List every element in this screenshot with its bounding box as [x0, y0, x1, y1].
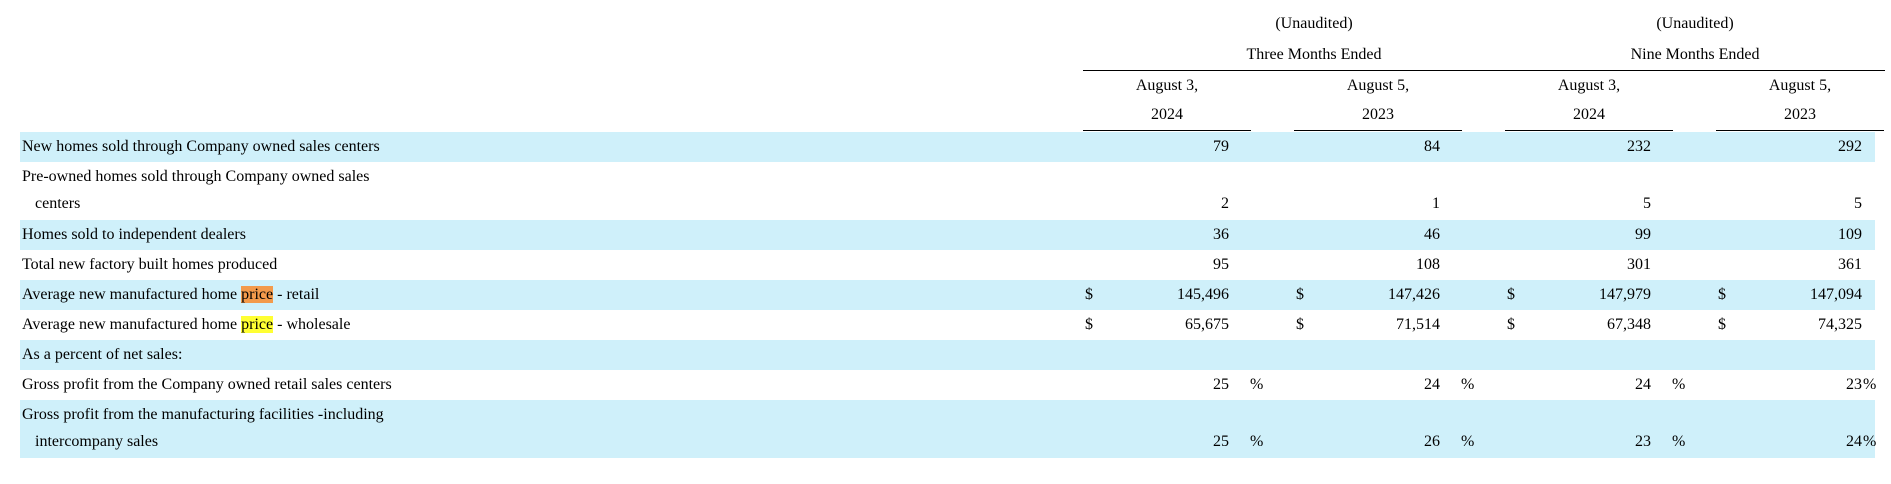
value-cell: 5	[1643, 195, 1651, 212]
value-cell: 23	[1635, 433, 1651, 450]
value-cell: 109	[1838, 226, 1862, 243]
value-cell: 24	[1635, 376, 1651, 393]
percent-sign: %	[1250, 376, 1264, 393]
column-date: August 3,	[1135, 77, 1199, 94]
row-label: Average new manufactured home price - wh…	[22, 316, 350, 334]
column-date: August 5,	[1346, 77, 1410, 94]
highlighted-term: price	[241, 316, 274, 333]
currency-symbol: $	[1085, 286, 1093, 303]
value-cell: 1	[1432, 195, 1440, 212]
percent-sign: %	[1250, 433, 1264, 450]
currency-symbol: $	[1718, 316, 1726, 333]
value-cell: 292	[1838, 138, 1862, 155]
value-cell: 79	[1213, 138, 1229, 155]
table-row-percent-header: As a percent of net sales:	[20, 340, 1875, 370]
value-cell: 25	[1213, 433, 1229, 450]
header-underline	[1083, 130, 1251, 131]
table-row-avg-price-retail: Average new manufactured home price - re…	[20, 280, 1875, 310]
column-year: 2024	[1573, 106, 1605, 123]
value-cell: 65,675	[1185, 316, 1229, 333]
label-text: - retail	[273, 286, 320, 303]
row-label: Gross profit from the manufacturing faci…	[22, 406, 384, 423]
percent-sign: %	[1863, 376, 1877, 393]
header-underline	[1505, 70, 1885, 71]
section-label: As a percent of net sales:	[22, 346, 183, 363]
label-text: Average new manufactured home	[22, 286, 242, 303]
currency-symbol: $	[1507, 286, 1515, 303]
value-cell: 301	[1627, 256, 1651, 273]
value-cell: 24	[1846, 433, 1862, 450]
table-row-avg-price-wholesale: Average new manufactured home price - wh…	[20, 310, 1875, 340]
currency-symbol: $	[1085, 316, 1093, 333]
period-three-months-ended: Three Months Ended	[1246, 46, 1382, 63]
unaudited-label-three-months: (Unaudited)	[1275, 15, 1353, 32]
value-cell: 84	[1424, 138, 1440, 155]
currency-symbol: $	[1296, 316, 1304, 333]
percent-sign: %	[1672, 376, 1686, 393]
label-text: Average new manufactured home	[22, 316, 242, 333]
header-underline	[1294, 130, 1462, 131]
value-cell: 108	[1416, 256, 1440, 273]
row-label: Total new factory built homes produced	[22, 256, 278, 273]
value-cell: 46	[1424, 226, 1440, 243]
value-cell: 2	[1221, 195, 1229, 212]
value-cell: 74,325	[1818, 316, 1862, 333]
header-underline	[1505, 130, 1673, 131]
row-label: Homes sold to independent dealers	[22, 226, 246, 243]
percent-sign: %	[1461, 376, 1475, 393]
value-cell: 36	[1213, 226, 1229, 243]
value-cell: 24	[1424, 376, 1440, 393]
value-cell: 5	[1854, 195, 1862, 212]
currency-symbol: $	[1296, 286, 1304, 303]
value-cell: 147,979	[1599, 286, 1651, 303]
highlighted-term: price	[241, 286, 274, 303]
header-underline	[1716, 130, 1884, 131]
currency-symbol: $	[1718, 286, 1726, 303]
row-label: Gross profit from the Company owned reta…	[22, 376, 392, 393]
table-row-homes-produced: Total new factory built homes produced 9…	[20, 250, 1875, 280]
column-date: August 5,	[1768, 77, 1832, 94]
table-row-independent-dealers: Homes sold to independent dealers 36 46 …	[20, 220, 1875, 250]
value-cell: 147,094	[1810, 286, 1862, 303]
table-row-new-homes: New homes sold through Company owned sal…	[20, 132, 1875, 162]
table-row-gross-profit-retail: Gross profit from the Company owned reta…	[20, 370, 1877, 400]
value-cell: 67,348	[1607, 316, 1651, 333]
value-cell: 71,514	[1396, 316, 1440, 333]
header-underline	[1083, 70, 1545, 71]
currency-symbol: $	[1507, 316, 1515, 333]
value-cell: 95	[1213, 256, 1229, 273]
value-cell: 361	[1838, 256, 1862, 273]
row-label: Average new manufactured home price - re…	[22, 286, 319, 304]
row-label-continued: intercompany sales	[35, 433, 159, 450]
value-cell: 25	[1213, 376, 1229, 393]
column-year: 2023	[1784, 106, 1816, 123]
column-year: 2023	[1362, 106, 1394, 123]
column-year: 2024	[1151, 106, 1183, 123]
row-label: Pre-owned homes sold through Company own…	[22, 168, 370, 185]
period-nine-months-ended: Nine Months Ended	[1630, 46, 1760, 63]
percent-sign: %	[1461, 433, 1475, 450]
value-cell: 23	[1846, 376, 1862, 393]
row-label-continued: centers	[35, 195, 81, 212]
table-row-gross-profit-manufacturing: Gross profit from the manufacturing faci…	[20, 400, 1877, 458]
percent-sign: %	[1672, 433, 1686, 450]
column-date: August 3,	[1557, 77, 1621, 94]
row-label: New homes sold through Company owned sal…	[22, 138, 380, 155]
value-cell: 147,426	[1388, 286, 1440, 303]
value-cell: 232	[1627, 138, 1651, 155]
label-text: - wholesale	[273, 316, 351, 333]
value-cell: 145,496	[1177, 286, 1229, 303]
table-row-preowned-homes: Pre-owned homes sold through Company own…	[20, 162, 1875, 220]
percent-sign: %	[1863, 433, 1877, 450]
unaudited-label-nine-months: (Unaudited)	[1656, 15, 1734, 32]
value-cell: 26	[1424, 433, 1440, 450]
value-cell: 99	[1635, 226, 1651, 243]
